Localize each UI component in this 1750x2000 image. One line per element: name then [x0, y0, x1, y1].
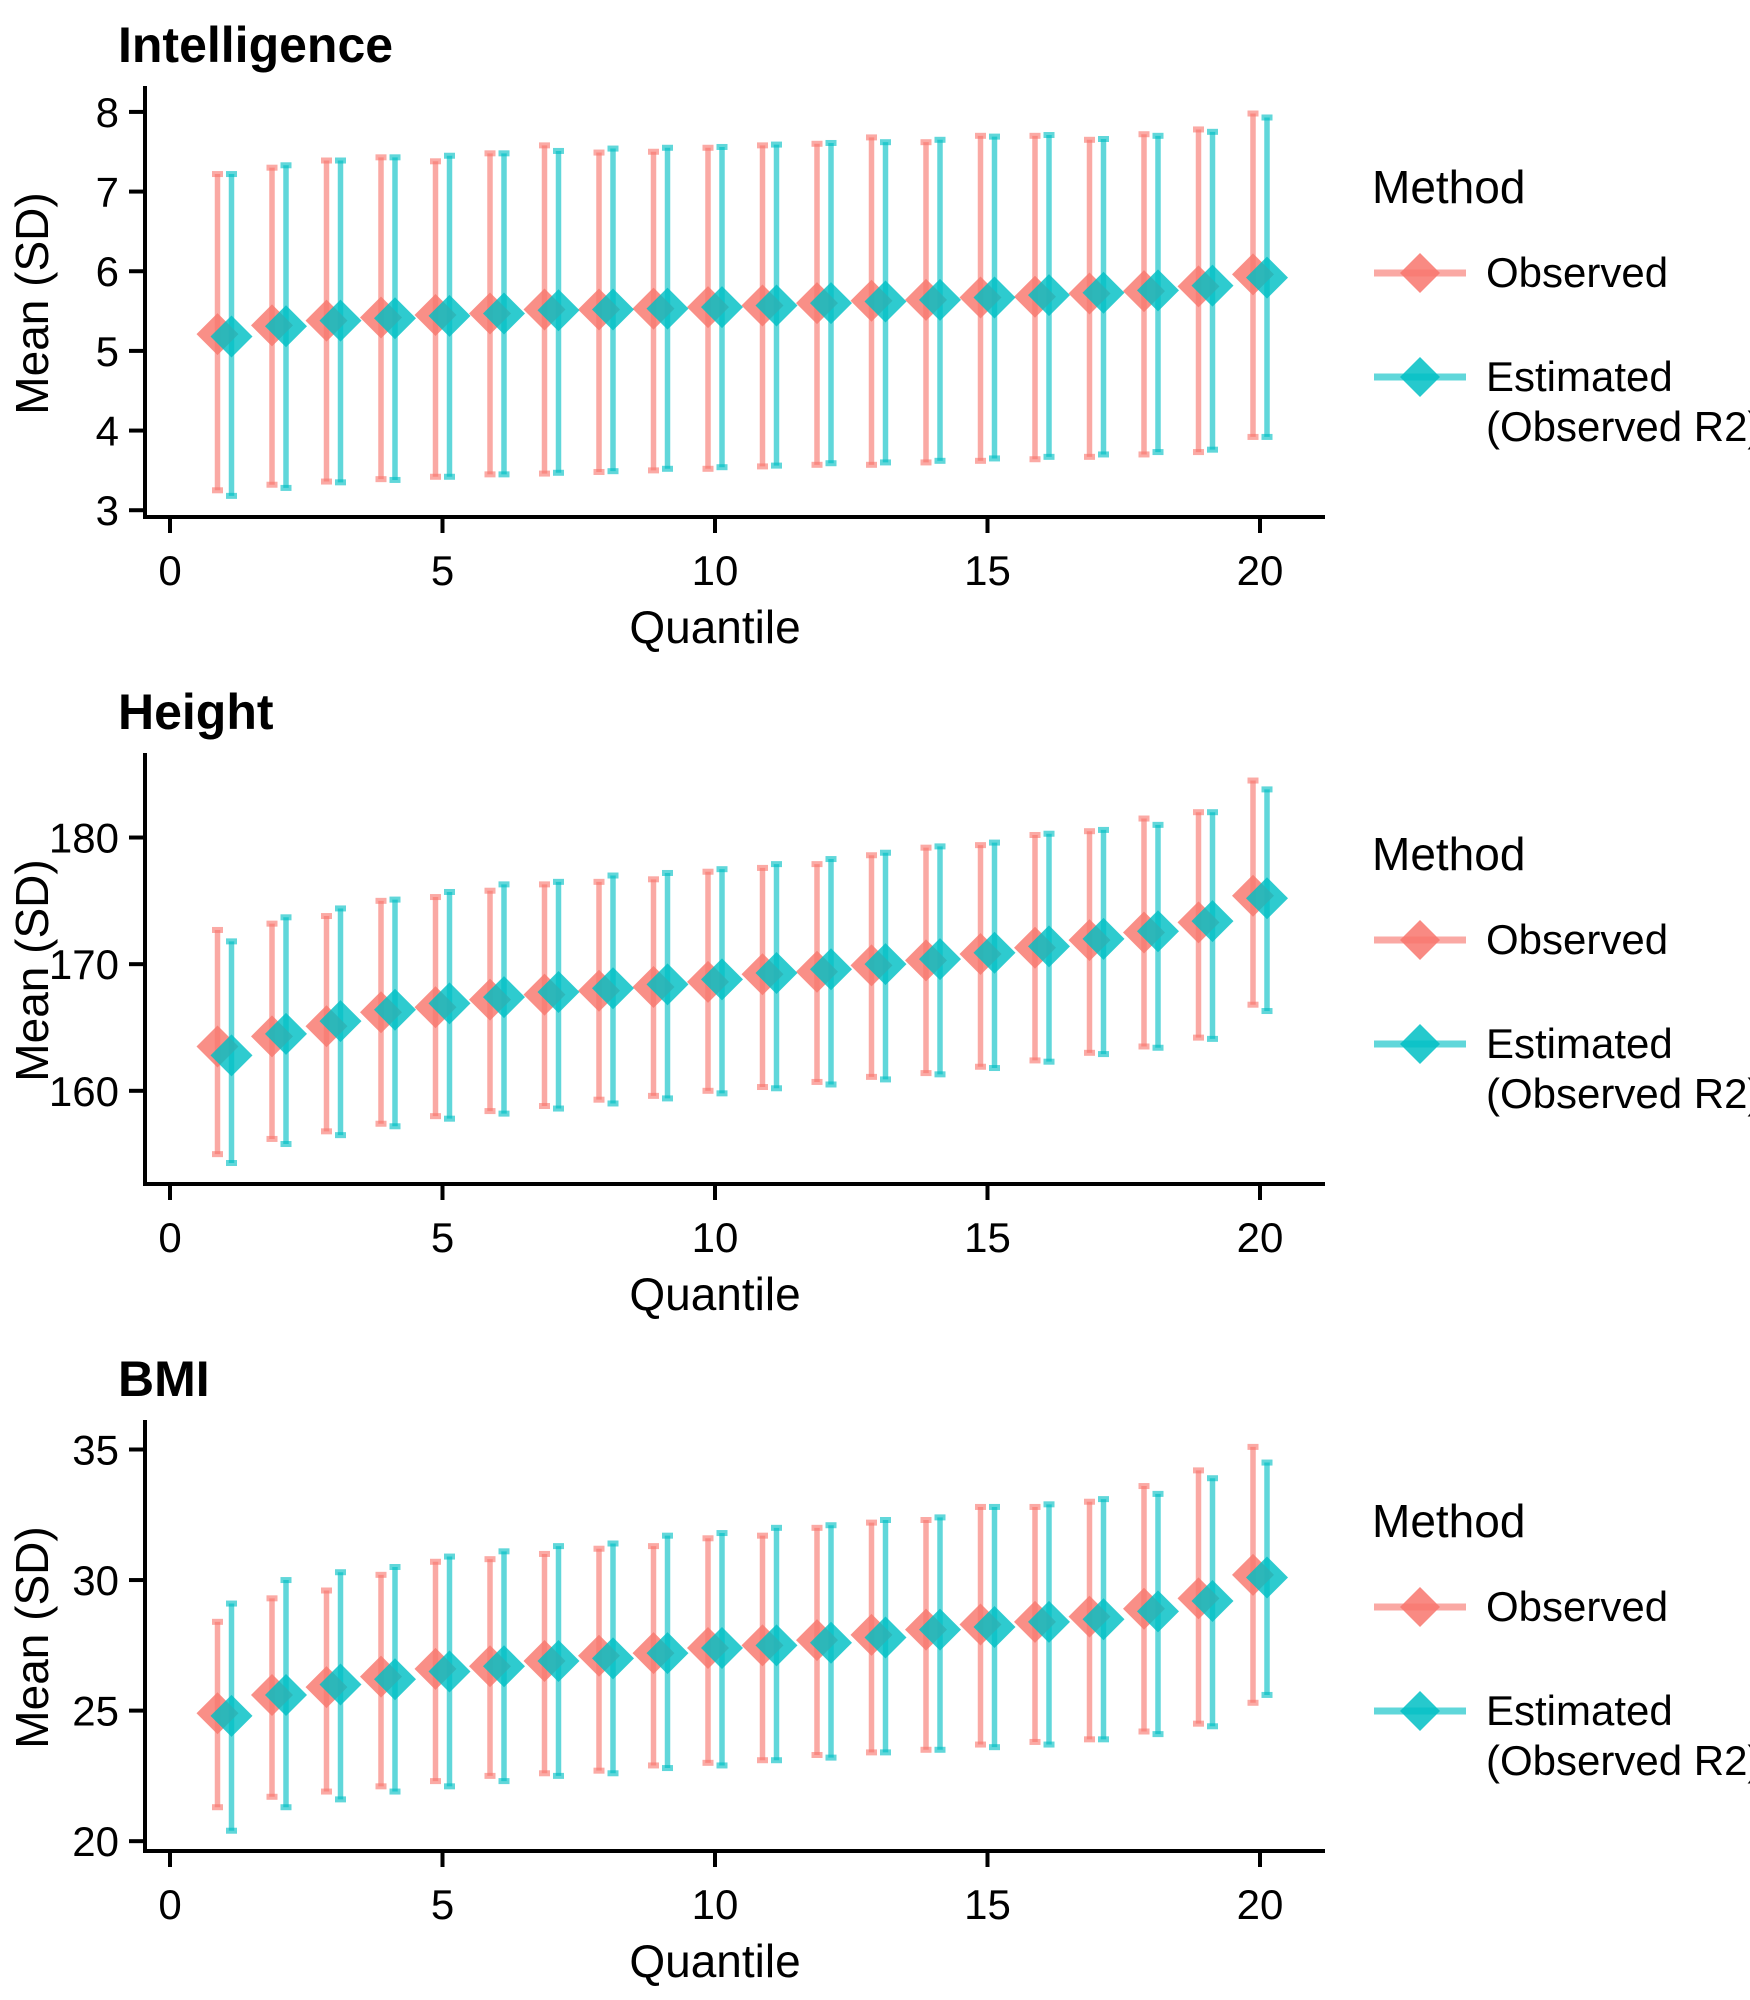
svg-text:20: 20 [1237, 1214, 1284, 1261]
svg-text:20: 20 [72, 1818, 119, 1865]
svg-text:160: 160 [49, 1068, 119, 1115]
legend-label-estimated-line1: Estimated [1486, 1020, 1673, 1067]
panel-title-intelligence: Intelligence [118, 17, 394, 73]
svg-text:10: 10 [692, 1881, 739, 1928]
plot-intelligence: 3 4 5 6 7 8 0 5 10 15 20 Quantile Mean (SD) [6, 86, 1325, 653]
svg-text:Mean (SD): Mean (SD) [6, 1526, 58, 1748]
legend-label-observed: Observed [1486, 249, 1669, 296]
svg-text:5: 5 [431, 1881, 454, 1928]
legend-label-estimated-line1: Estimated [1486, 1687, 1673, 1734]
estimated-diamond-icon [1374, 357, 1466, 397]
legend-label-estimated: Estimated (Observed R2) [1486, 1019, 1750, 1119]
svg-text:15: 15 [964, 1881, 1011, 1928]
svg-text:8: 8 [96, 89, 119, 136]
legend-bmi: Method Observed Estimated (Observed R2) [1372, 1494, 1750, 1840]
svg-text:Mean (SD): Mean (SD) [6, 859, 58, 1081]
legend-item-observed: Observed [1372, 1582, 1742, 1632]
svg-text:Mean (SD): Mean (SD) [6, 192, 58, 414]
svg-text:20: 20 [1237, 547, 1284, 594]
svg-text:Quantile: Quantile [629, 1935, 800, 1987]
observed-diamond-icon [1374, 253, 1466, 293]
svg-text:0: 0 [158, 547, 181, 594]
legend-label-observed: Observed [1486, 916, 1669, 963]
svg-text:0: 0 [158, 1881, 181, 1928]
svg-text:10: 10 [692, 547, 739, 594]
svg-text:Quantile: Quantile [629, 1268, 800, 1320]
svg-text:0: 0 [158, 1214, 181, 1261]
svg-text:5: 5 [431, 547, 454, 594]
legend-label-estimated-line2: (Observed R2) [1486, 403, 1750, 450]
svg-text:5: 5 [96, 328, 119, 375]
svg-text:15: 15 [964, 1214, 1011, 1261]
legend-label-observed: Observed [1486, 1583, 1669, 1630]
legend-label-estimated: Estimated (Observed R2) [1486, 352, 1750, 452]
legend-item-estimated: Estimated (Observed R2) [1372, 1686, 1750, 1786]
panel-title-bmi: BMI [118, 1351, 210, 1407]
legend-label-estimated-line2: (Observed R2) [1486, 1070, 1750, 1117]
estimated-diamond-icon [1374, 1024, 1466, 1064]
svg-text:20: 20 [1237, 1881, 1284, 1928]
legend-item-observed: Observed [1372, 915, 1742, 965]
svg-text:10: 10 [692, 1214, 739, 1261]
svg-text:3: 3 [96, 487, 119, 534]
svg-text:180: 180 [49, 815, 119, 862]
plot-height: 160 170 180 0 5 10 15 20 Quantile Mean (SD) [6, 753, 1325, 1320]
svg-text:6: 6 [96, 248, 119, 295]
svg-text:35: 35 [72, 1427, 119, 1474]
svg-text:7: 7 [96, 169, 119, 216]
legend-label-estimated-line2: (Observed R2) [1486, 1737, 1750, 1784]
observed-diamond-icon [1374, 920, 1466, 960]
legend-item-estimated: Estimated (Observed R2) [1372, 352, 1750, 452]
legend-title: Method [1372, 828, 1526, 880]
observed-diamond-icon [1374, 1587, 1466, 1627]
legend-title: Method [1372, 1495, 1526, 1547]
svg-text:170: 170 [49, 941, 119, 988]
legend-item-estimated: Estimated (Observed R2) [1372, 1019, 1750, 1119]
legend-title: Method [1372, 161, 1526, 213]
svg-text:5: 5 [431, 1214, 454, 1261]
svg-text:30: 30 [72, 1557, 119, 1604]
panel-title-height: Height [118, 684, 274, 740]
legend-intelligence: Method Observed Estimated (Observed R2) [1372, 160, 1750, 506]
svg-text:25: 25 [72, 1688, 119, 1735]
legend-item-observed: Observed [1372, 248, 1742, 298]
legend-label-estimated-line1: Estimated [1486, 353, 1673, 400]
legend-label-estimated: Estimated (Observed R2) [1486, 1686, 1750, 1786]
svg-text:Quantile: Quantile [629, 601, 800, 653]
legend-height: Method Observed Estimated (Observed R2) [1372, 827, 1750, 1173]
svg-text:4: 4 [96, 408, 119, 455]
plot-bmi: 20 25 30 35 0 5 10 15 20 Quantile Mean (SD) [6, 1420, 1325, 1987]
svg-text:15: 15 [964, 547, 1011, 594]
estimated-diamond-icon [1374, 1691, 1466, 1731]
